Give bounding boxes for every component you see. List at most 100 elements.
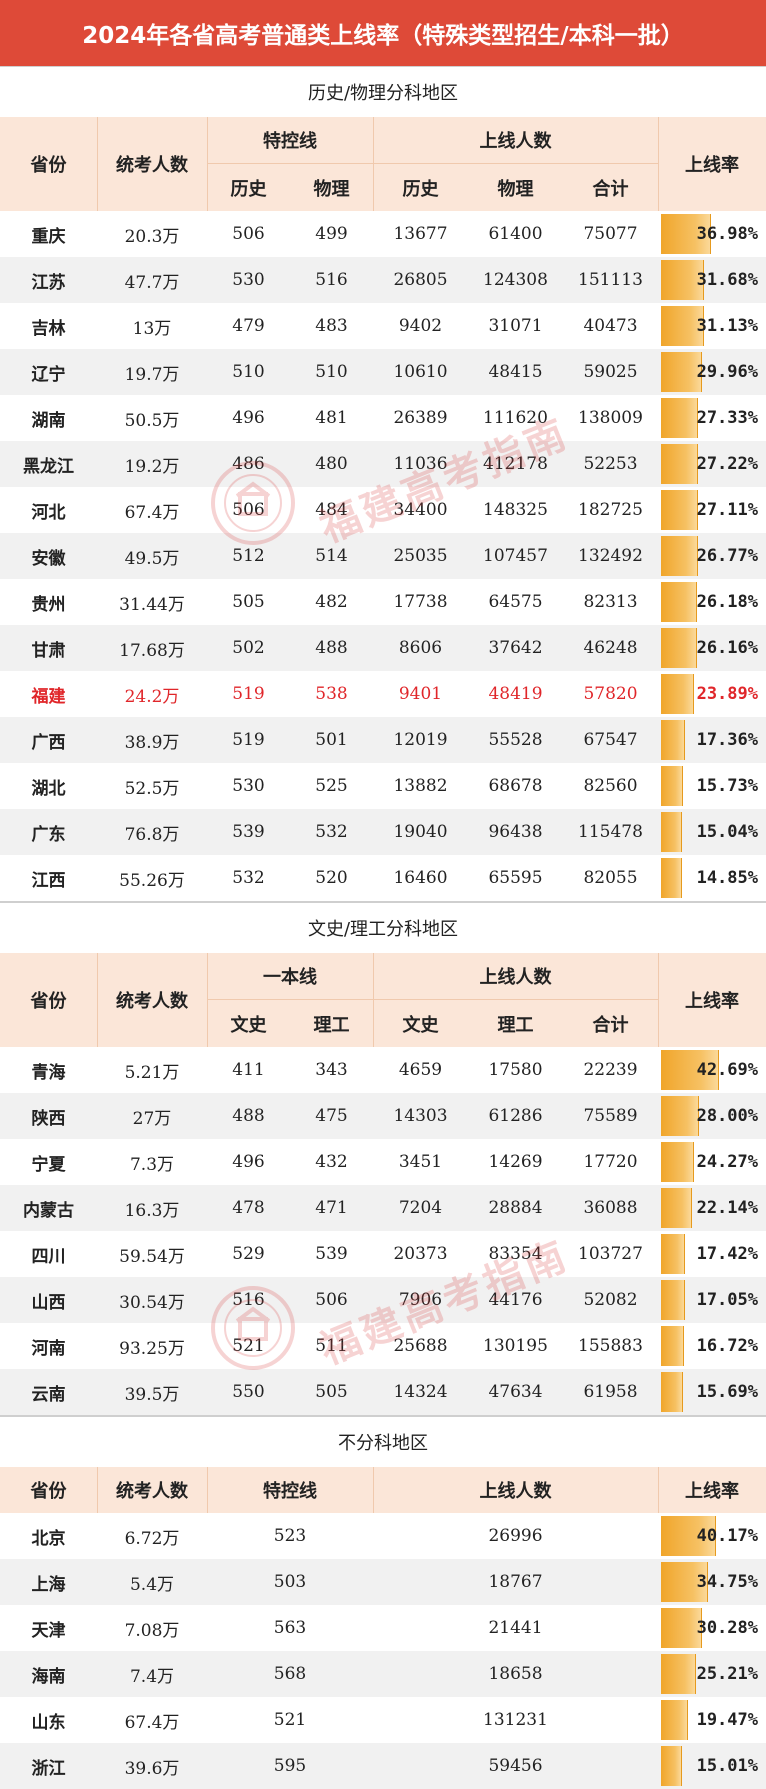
table-row: 湖南 50.5万 496 481 26389 111620 138009 27.33% xyxy=(0,395,766,441)
header-total: 合计 xyxy=(592,178,629,200)
cell-province: 甘肃 xyxy=(31,640,66,661)
cell-examinees: 93.25万 xyxy=(119,1338,185,1359)
page-title: 2024年各省高考普通类上线率（特殊类型招生/本科一批） xyxy=(0,0,766,66)
header-line-group: 一本线 xyxy=(263,967,317,988)
cell-total: 52082 xyxy=(583,1290,638,1310)
cell-examinees: 49.5万 xyxy=(124,548,180,569)
rate-value: 26.77% xyxy=(696,546,758,566)
cell-count-b: 68678 xyxy=(488,776,543,796)
table-row: 海南 7.4万 568 18658 25.21% xyxy=(0,1651,766,1697)
table-row: 湖北 52.5万 530 525 13882 68678 82560 15.73% xyxy=(0,763,766,809)
rate-bar xyxy=(661,398,699,438)
rate-value: 26.16% xyxy=(696,638,758,658)
rate-value: 15.69% xyxy=(696,1382,758,1402)
cell-line-b: 432 xyxy=(315,1152,348,1172)
cell-examinees: 13万 xyxy=(132,318,172,339)
table-row: 陕西 27万 488 475 14303 61286 75589 28.00% xyxy=(0,1093,766,1139)
header-count-b: 物理 xyxy=(497,178,534,200)
rate-bar xyxy=(661,582,697,622)
rate-value: 24.27% xyxy=(696,1152,758,1172)
rate-bar xyxy=(661,1516,716,1556)
cell-total: 40473 xyxy=(583,316,638,336)
cell-examinees: 39.6万 xyxy=(124,1758,180,1779)
cell-count: 131231 xyxy=(483,1710,548,1730)
cell-line-a: 479 xyxy=(232,316,265,336)
cell-examinees: 50.5万 xyxy=(124,410,180,431)
header-examinees: 统考人数 xyxy=(116,155,188,176)
cell-examinees: 38.9万 xyxy=(124,732,180,753)
cell-count-a: 7204 xyxy=(398,1198,443,1218)
rate-bar xyxy=(661,536,698,576)
cell-count-a: 3451 xyxy=(398,1152,443,1172)
cell-examinees: 6.72万 xyxy=(124,1528,180,1549)
cell-line-b: 539 xyxy=(315,1244,348,1264)
table-header-section2: 省份 统考人数 一本线 文史 理工 上线人数 文史 理工 合计 上线率 xyxy=(0,953,766,1047)
cell-examinees: 52.5万 xyxy=(124,778,180,799)
header-count-group: 上线人数 xyxy=(479,967,552,988)
cell-line-a: 530 xyxy=(232,776,265,796)
cell-province: 安徽 xyxy=(31,548,66,569)
cell-line-b: 480 xyxy=(315,454,348,474)
header-count-a: 历史 xyxy=(402,178,439,200)
cell-count-b: 47634 xyxy=(488,1382,543,1402)
rate-value: 14.85% xyxy=(696,868,758,888)
rate-value: 15.73% xyxy=(696,776,758,796)
cell-examinees: 16.3万 xyxy=(124,1200,180,1221)
rate-value: 16.72% xyxy=(696,1336,758,1356)
rate-bar xyxy=(661,858,682,898)
rate-bar xyxy=(661,720,686,760)
rate-bar xyxy=(661,1372,683,1412)
cell-count-a: 25688 xyxy=(393,1336,448,1356)
cell-line-a: 488 xyxy=(232,1106,265,1126)
cell-line-b: 505 xyxy=(315,1382,348,1402)
cell-examinees: 5.4万 xyxy=(129,1574,175,1595)
header-line-b: 物理 xyxy=(313,178,350,200)
cell-total: 82055 xyxy=(583,868,638,888)
cell-count: 59456 xyxy=(488,1756,543,1776)
rate-bar xyxy=(661,1562,709,1602)
cell-count-b: 65595 xyxy=(488,868,543,888)
cell-count-b: 130195 xyxy=(483,1336,548,1356)
cell-count-b: 14269 xyxy=(488,1152,543,1172)
cell-line-b: 499 xyxy=(315,224,348,244)
cell-province: 重庆 xyxy=(31,226,66,247)
cell-total: 57820 xyxy=(583,684,638,704)
cell-province: 江西 xyxy=(31,870,66,891)
cell-line: 521 xyxy=(273,1710,307,1730)
cell-total: 82313 xyxy=(583,592,638,612)
cell-count-a: 13882 xyxy=(393,776,448,796)
cell-total: 155883 xyxy=(578,1336,643,1356)
cell-province: 宁夏 xyxy=(31,1154,66,1175)
cell-line-a: 496 xyxy=(232,1152,265,1172)
table-row: 安徽 49.5万 512 514 25035 107457 132492 26.77% xyxy=(0,533,766,579)
cell-province: 天津 xyxy=(31,1620,66,1641)
table-row: 宁夏 7.3万 496 432 3451 14269 17720 24.27% xyxy=(0,1139,766,1185)
cell-total: 46248 xyxy=(583,638,638,658)
cell-count-b: 83354 xyxy=(488,1244,543,1264)
cell-count-a: 16460 xyxy=(393,868,448,888)
table-row: 山西 30.54万 516 506 7906 44176 52082 17.05% xyxy=(0,1277,766,1323)
cell-line-b: 482 xyxy=(315,592,348,612)
cell-examinees: 24.2万 xyxy=(124,686,180,707)
rate-bar xyxy=(661,352,702,392)
table-row: 浙江 39.6万 595 59456 15.01% xyxy=(0,1743,766,1789)
cell-total: 115478 xyxy=(578,822,643,842)
cell-province: 福建 xyxy=(31,686,66,707)
cell-total: 59025 xyxy=(583,362,638,382)
cell-total: 82560 xyxy=(583,776,638,796)
cell-line-b: 516 xyxy=(315,270,348,290)
cell-province: 上海 xyxy=(31,1574,66,1595)
header-count-group: 上线人数 xyxy=(479,131,552,152)
cell-count-a: 26389 xyxy=(393,408,448,428)
cell-count-b: 61286 xyxy=(488,1106,543,1126)
rate-bar xyxy=(661,812,683,852)
cell-count-a: 10610 xyxy=(393,362,448,382)
cell-total: 103727 xyxy=(578,1244,643,1264)
cell-count: 18767 xyxy=(488,1572,543,1592)
cell-province: 海南 xyxy=(31,1666,66,1687)
cell-total: 182725 xyxy=(578,500,643,520)
cell-examinees: 19.2万 xyxy=(124,456,180,477)
rate-bar xyxy=(661,674,694,714)
cell-count-a: 14303 xyxy=(393,1106,448,1126)
rate-bar xyxy=(661,1050,719,1090)
